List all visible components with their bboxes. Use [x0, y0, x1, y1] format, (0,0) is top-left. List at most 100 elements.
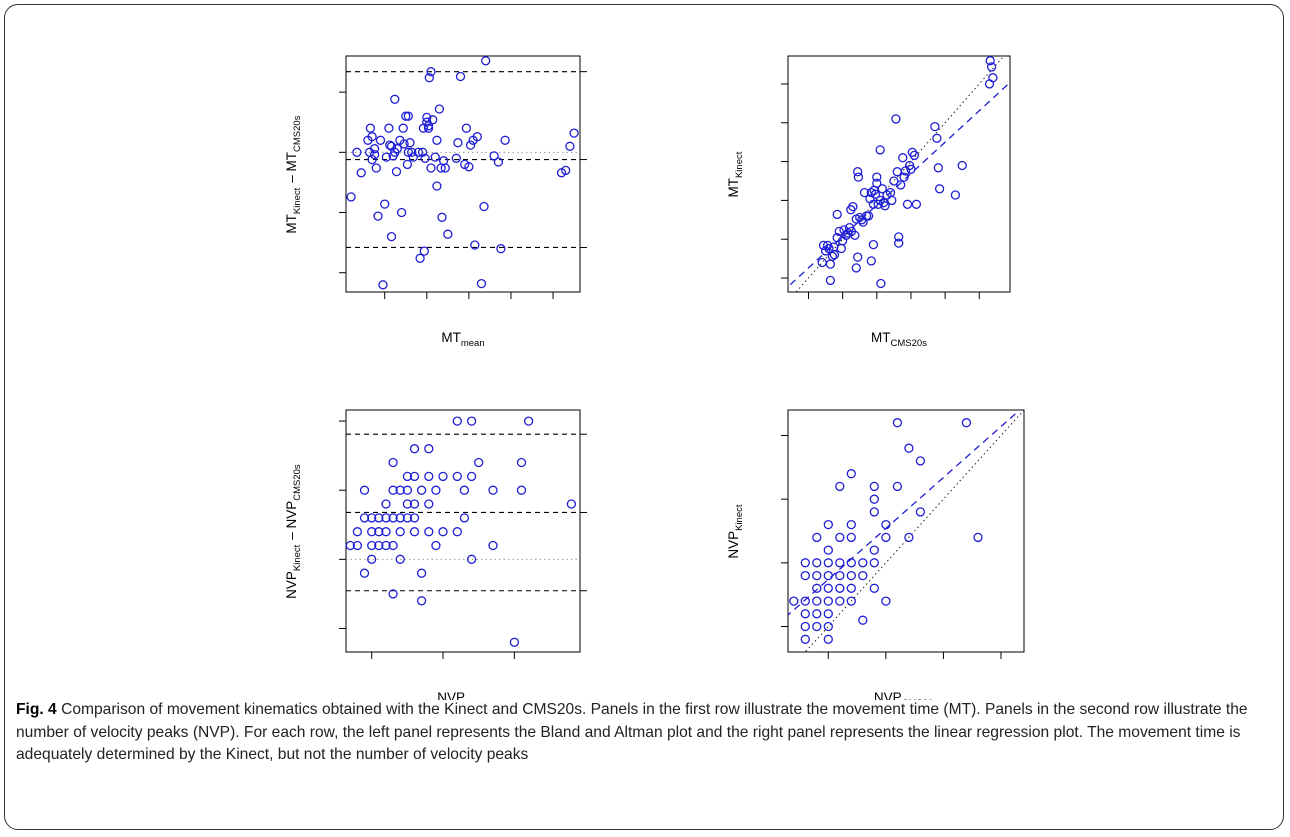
figure-caption: Fig. 4 Comparison of movement kinematics… [16, 699, 1274, 767]
data-point [369, 144, 380, 154]
data-point [800, 609, 810, 619]
panel-nvp-bland-altman: NVPmean NVPKinect – NVPCMS20s [284, 409, 587, 700]
data-point [359, 568, 370, 578]
data-point [812, 558, 822, 568]
data-point [402, 471, 413, 482]
data-point [402, 485, 413, 495]
data-point [834, 226, 844, 237]
y-axis-label: MTKinect – MTCMS20s [284, 114, 303, 233]
caption-label: Fig. 4 [16, 701, 57, 718]
data-point [823, 583, 833, 593]
data-point [889, 176, 899, 186]
data-point [403, 147, 413, 157]
data-point [565, 141, 575, 151]
data-point [516, 485, 527, 495]
data-point [367, 554, 377, 564]
data-point [415, 253, 425, 263]
data-point [453, 138, 463, 148]
data-point [812, 596, 822, 606]
data-point [902, 199, 913, 209]
plot-area [788, 410, 1024, 652]
data-point [823, 558, 833, 568]
data-point [438, 527, 448, 537]
data-point [894, 232, 904, 242]
data-point [385, 140, 395, 150]
identity-line [795, 56, 1005, 292]
data-point [858, 558, 868, 568]
data-point [345, 540, 355, 551]
data-point [409, 444, 420, 454]
data-point [452, 416, 462, 426]
data-point [402, 513, 413, 523]
data-point [881, 532, 891, 543]
data-point [459, 513, 470, 523]
data-point [812, 570, 822, 581]
data-point [424, 73, 434, 83]
data-point [395, 513, 405, 523]
data-point [825, 259, 836, 269]
data-point [402, 499, 413, 509]
data-point [489, 151, 499, 161]
data-point [388, 589, 398, 599]
plot-area [788, 56, 1010, 292]
data-point [800, 621, 810, 632]
data-point [396, 207, 407, 218]
data-point [479, 201, 489, 212]
data-point [877, 184, 887, 194]
panel-mt-regression: MTCMS20s MTKinect [726, 55, 1011, 349]
data-point [851, 263, 861, 273]
data-point [825, 275, 836, 286]
data-point [835, 570, 845, 581]
data-point [869, 558, 879, 568]
data-point [850, 230, 860, 240]
data-point [371, 163, 381, 173]
data-point [476, 278, 487, 289]
caption-text: Comparison of movement kinematics obtain… [16, 701, 1248, 763]
data-point [876, 278, 886, 289]
plot-frame [345, 409, 581, 653]
data-point [859, 187, 870, 198]
data-point [359, 513, 370, 523]
data-point [381, 152, 392, 162]
x-axis-label: NVPmean [437, 690, 489, 700]
data-point [858, 570, 868, 581]
data-point [915, 507, 926, 517]
data-point [835, 596, 845, 606]
data-point [988, 73, 998, 83]
data-point [869, 583, 879, 593]
data-point [891, 114, 901, 124]
data-point [423, 121, 434, 131]
data-point [409, 527, 420, 537]
regression-line [788, 81, 1010, 288]
data-point [800, 570, 810, 581]
x-axis-label: NVPCMS20s [874, 690, 938, 700]
data-point [812, 583, 822, 593]
data-point [858, 615, 868, 625]
data-point [424, 499, 434, 509]
data-point [367, 513, 377, 523]
data-point [836, 243, 846, 254]
data-point [422, 112, 432, 123]
data-point [933, 163, 943, 173]
data-point [434, 104, 445, 114]
data-point [392, 144, 402, 154]
data-point [892, 481, 903, 492]
data-point [416, 568, 427, 578]
panel-mt-bland-altman: MTmean MTKinect – MTCMS20s [284, 55, 587, 349]
data-point [352, 527, 363, 537]
data-point [880, 201, 890, 211]
data-point [835, 558, 845, 568]
data-point [846, 519, 856, 530]
data-point [817, 257, 827, 268]
data-point [409, 471, 420, 482]
data-point [409, 499, 420, 509]
data-point [356, 168, 366, 178]
data-point [386, 231, 397, 242]
data-point [881, 596, 891, 606]
data-point [911, 199, 922, 209]
data-point [898, 153, 908, 163]
data-point [395, 485, 405, 495]
panel-nvp-regression: NVPCMS20s NVPKinect [726, 409, 1025, 700]
data-point [896, 180, 906, 190]
data-point [380, 199, 390, 209]
